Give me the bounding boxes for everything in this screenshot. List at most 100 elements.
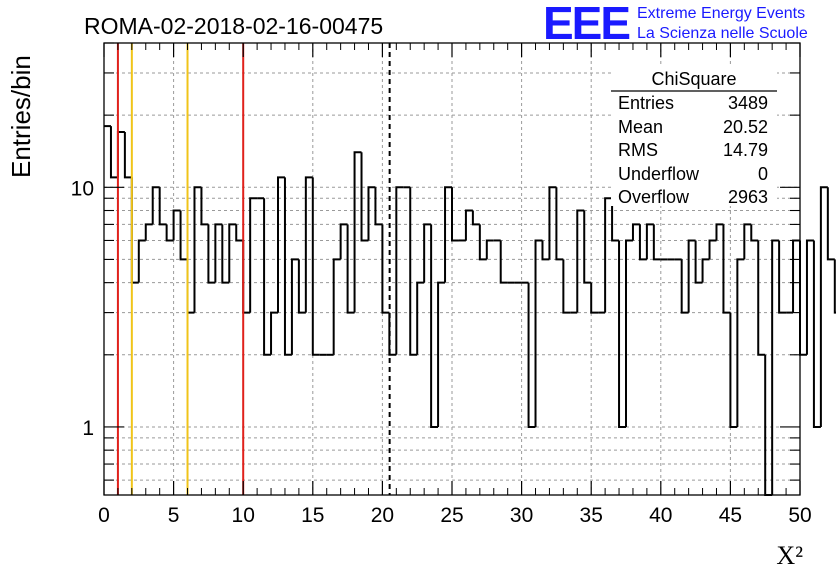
- histogram-bin: [555, 187, 564, 261]
- stat-label-entries: Entries: [618, 93, 674, 113]
- histogram-bin: [792, 239, 800, 313]
- stat-label-overflow: Overflow: [618, 187, 690, 207]
- histogram-bin: [604, 197, 613, 313]
- histogram-bin: [263, 198, 272, 356]
- histogram-bin: [207, 224, 216, 284]
- histogram-bin: [214, 223, 223, 283]
- histogram-bin: [137, 239, 146, 283]
- x-tick-label: 20: [371, 504, 394, 527]
- histogram-bin: [687, 239, 696, 313]
- histogram-bin: [583, 210, 592, 284]
- x-tick-label: 40: [649, 504, 672, 527]
- histogram-bin: [228, 223, 237, 283]
- histogram-bin: [339, 223, 348, 260]
- histogram-bin: [799, 240, 807, 356]
- y-tick-label: 1: [82, 417, 94, 440]
- histogram-bin: [701, 258, 710, 283]
- histogram-bin: [478, 224, 487, 261]
- histogram-bin: [722, 224, 731, 314]
- histogram-bin: [464, 209, 473, 241]
- x-tick-label: 35: [580, 504, 603, 527]
- histogram-bin: [221, 224, 230, 284]
- axis-ticks: [103, 42, 801, 495]
- histogram-bin: [430, 224, 439, 428]
- histogram-bin: [485, 239, 494, 260]
- histogram-bin: [165, 224, 174, 242]
- stat-label-rms: RMS: [618, 140, 658, 160]
- histogram-bin: [652, 224, 661, 261]
- histogram-bin: [444, 186, 452, 283]
- stat-label-mean: Mean: [618, 117, 663, 137]
- y-tick-label: 10: [71, 177, 94, 200]
- stats-box: ChiSquare Entries 3489 Mean 20.52 RMS 14…: [611, 66, 777, 207]
- x-tick-label: 30: [510, 504, 533, 527]
- x-tick-label: 50: [788, 504, 811, 527]
- histogram-bin: [179, 210, 188, 261]
- histogram-bin: [277, 176, 285, 313]
- eee-logo-line2: La Scienza nelle Scuole: [637, 25, 808, 42]
- histogram-bin: [437, 281, 446, 427]
- histogram-bin: [270, 311, 278, 355]
- histogram-bin: [200, 187, 209, 226]
- x-tick-label: 0: [98, 504, 110, 527]
- stat-value-rms: 14.79: [723, 140, 768, 160]
- histogram-bin: [826, 187, 835, 261]
- histogram-bin: [297, 259, 306, 314]
- histogram-bin: [416, 281, 425, 355]
- stat-value-mean: 20.52: [723, 117, 768, 137]
- x-tick-label: 15: [301, 504, 324, 527]
- stat-label-underflow: Underflow: [618, 164, 700, 184]
- histogram-bin: [750, 224, 759, 242]
- histogram-bin: [409, 187, 418, 356]
- histogram-bin: [374, 187, 383, 226]
- histogram-bin: [332, 258, 341, 355]
- histogram-bin: [151, 186, 160, 225]
- histogram-bin: [736, 258, 745, 427]
- histogram-bin: [819, 186, 828, 427]
- histogram-bin: [235, 224, 244, 242]
- histogram-bin: [109, 126, 118, 179]
- histogram-bin: [381, 224, 390, 314]
- plot-title: ROMA-02-2018-02-16-00475: [84, 13, 383, 39]
- histogram-bin: [638, 224, 647, 261]
- histogram-bin: [283, 177, 292, 356]
- histogram-layer: [104, 125, 836, 496]
- x-axis-title: X²: [776, 541, 803, 570]
- histogram-bin: [130, 177, 139, 284]
- histogram-bin: [771, 239, 780, 495]
- histogram-bin: [346, 224, 355, 314]
- histogram-bin: [172, 209, 181, 241]
- histogram-bin: [144, 223, 153, 241]
- histogram-bin: [158, 187, 167, 226]
- histogram-bin: [534, 239, 543, 427]
- histogram-bin: [186, 259, 195, 314]
- histogram-bin: [708, 239, 717, 260]
- histogram-bin: [694, 240, 703, 284]
- histogram-bin: [590, 282, 599, 314]
- stats-box-name: ChiSquare: [651, 69, 736, 89]
- histogram-bin: [625, 239, 633, 427]
- histogram-bin: [360, 152, 369, 242]
- histogram-bin: [527, 282, 536, 428]
- stats-box-background: [611, 66, 777, 206]
- y-axis-title: Entries/bin: [6, 55, 36, 178]
- eee-logo-text: EEE: [543, 0, 629, 49]
- x-tick-label: 5: [168, 504, 180, 527]
- histogram-bin: [576, 209, 585, 313]
- eee-logo-line1: Extreme Energy Events: [637, 5, 805, 22]
- histogram-bin: [193, 186, 202, 313]
- histogram-bin: [367, 186, 376, 241]
- histogram-bin: [611, 198, 620, 242]
- histogram-bin: [778, 240, 787, 314]
- eee-logo: EEE Extreme Energy Events La Scienza nel…: [543, 0, 808, 49]
- histogram-bin: [562, 259, 571, 314]
- histogram-bin: [304, 176, 313, 313]
- histogram-bin: [290, 258, 299, 355]
- vertical-lines-layer: [116, 43, 391, 495]
- histogram-bin: [311, 177, 320, 356]
- stat-value-entries: 3489: [728, 93, 768, 113]
- histogram-bin: [618, 240, 626, 428]
- histogram-bin: [743, 223, 752, 260]
- histogram-bin: [499, 240, 508, 284]
